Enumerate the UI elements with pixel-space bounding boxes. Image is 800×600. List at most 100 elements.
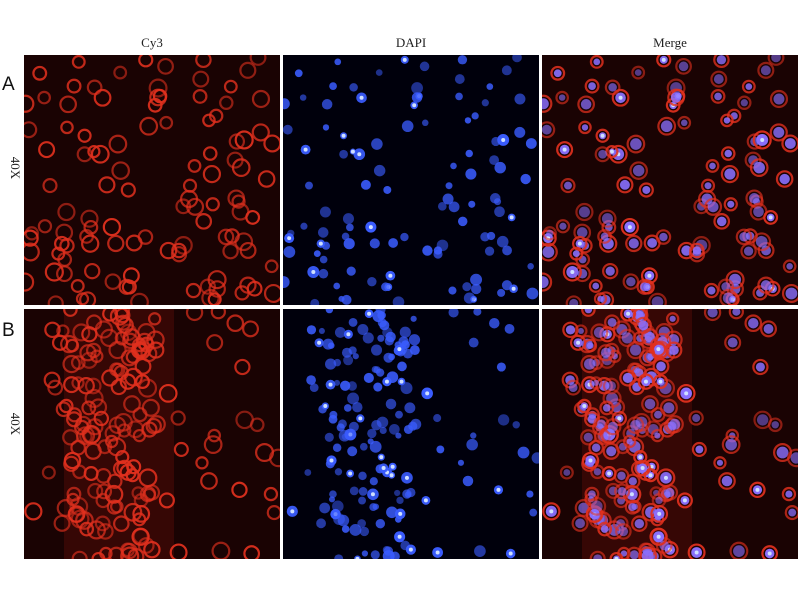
cell-cytoplasm — [268, 448, 280, 468]
bright-nucleus — [760, 137, 765, 142]
cell-nucleus — [753, 161, 765, 174]
cell-cytoplasm — [569, 246, 584, 261]
cell-cytoplasm — [703, 309, 722, 322]
cell-cytoplasm — [170, 410, 186, 426]
cell-cytoplasm — [97, 523, 114, 540]
cell-cytoplasm — [185, 309, 204, 322]
cell-nucleus — [369, 238, 380, 249]
cell-nucleus — [695, 445, 704, 454]
cell-nucleus — [360, 179, 371, 190]
cell-nucleus — [605, 266, 615, 276]
cell-cytoplasm — [599, 400, 615, 416]
bright-nucleus — [423, 498, 428, 503]
cell-nucleus — [329, 82, 337, 90]
cell-cytoplasm — [95, 493, 111, 509]
cell-cytoplasm — [728, 309, 744, 320]
cell-cytoplasm — [757, 276, 775, 294]
cell-nucleus — [496, 362, 506, 372]
cell-nucleus — [644, 398, 656, 410]
cell-nucleus — [626, 276, 636, 287]
cell-cytoplasm — [580, 354, 599, 374]
cell-cytoplasm — [242, 320, 260, 338]
cell-cytoplasm — [24, 242, 40, 262]
cell-nucleus — [321, 99, 333, 110]
cell-nucleus — [359, 526, 370, 537]
cell-nucleus — [760, 65, 771, 76]
cell-nucleus — [445, 182, 453, 190]
cell-cytoplasm — [182, 178, 198, 193]
cell-cytoplasm — [81, 234, 100, 253]
cell-cytoplasm — [580, 429, 597, 446]
cell-cytoplasm — [87, 144, 101, 159]
bright-nucleus — [388, 273, 393, 278]
cell-nucleus — [583, 432, 593, 442]
cell-nucleus — [352, 353, 359, 360]
cell-cytoplasm — [781, 134, 798, 153]
cell-cytoplasm — [560, 178, 576, 194]
cell-cytoplasm — [102, 309, 119, 322]
cell-cytoplasm — [620, 217, 639, 237]
cell-nucleus — [732, 309, 741, 316]
cell-cytoplasm — [234, 130, 254, 150]
cell-cytoplasm — [597, 521, 613, 537]
cell-nucleus — [542, 276, 549, 289]
cell-nucleus — [346, 266, 356, 276]
cell-cytoplasm — [688, 410, 704, 426]
cell-nucleus — [442, 193, 454, 205]
bright-nucleus — [355, 556, 360, 559]
cell-nucleus — [306, 325, 317, 335]
cell-cytoplasm — [130, 292, 149, 305]
cell-nucleus — [465, 149, 473, 158]
cell-nucleus — [785, 287, 798, 300]
cell-nucleus — [724, 168, 736, 180]
cell-cytoplasm — [147, 312, 162, 326]
cell-nucleus — [724, 149, 732, 158]
cell-nucleus — [462, 475, 474, 487]
cell-nucleus — [489, 155, 500, 166]
cell-nucleus — [584, 309, 593, 314]
cell-cytoplasm — [116, 459, 133, 477]
cell-cytoplasm — [713, 55, 730, 69]
cell-cytoplasm — [71, 376, 85, 390]
cell-nucleus — [651, 296, 664, 305]
cell-nucleus — [370, 550, 380, 559]
cell-nucleus — [525, 138, 537, 149]
bright-nucleus — [390, 464, 395, 469]
cell-cytoplasm — [59, 398, 74, 414]
cell-cytoplasm — [749, 481, 766, 499]
bright-nucleus — [576, 340, 581, 345]
cell-cytoplasm — [724, 334, 742, 352]
cell-nucleus — [607, 421, 618, 432]
cell-cytoplasm — [729, 541, 749, 559]
cell-nucleus — [760, 280, 772, 291]
cell-cytoplasm — [77, 128, 92, 143]
cell-nucleus — [654, 432, 661, 439]
cell-cytoplasm — [581, 309, 596, 317]
cell-nucleus — [406, 487, 416, 498]
cell-nucleus — [529, 508, 538, 517]
cell-nucleus — [576, 227, 588, 238]
cell-nucleus — [680, 119, 688, 127]
cell-cytoplasm — [752, 130, 772, 150]
cell-nucleus — [600, 232, 609, 241]
cell-cytoplasm — [598, 209, 617, 228]
cell-nucleus — [410, 315, 417, 322]
cell-nucleus — [468, 200, 476, 208]
micrograph-b-merge — [542, 309, 798, 559]
cell-nucleus — [306, 375, 316, 385]
cell-nucleus — [692, 414, 701, 423]
cell-cytoplasm — [589, 55, 604, 69]
cell-cytoplasm — [41, 465, 56, 480]
cell-cytoplasm — [667, 88, 685, 107]
bright-nucleus — [694, 550, 699, 555]
cell-nucleus — [294, 69, 303, 78]
cell-cytoplasm — [219, 95, 234, 110]
cell-cytoplasm — [24, 121, 38, 139]
cell-cytoplasm — [207, 292, 222, 305]
cell-nucleus — [400, 540, 411, 551]
cell-cytoplasm — [71, 550, 88, 559]
cell-nucleus — [654, 410, 662, 419]
cell-nucleus — [409, 345, 420, 356]
cell-cytoplasm — [120, 182, 136, 198]
cell-cytoplasm — [753, 410, 772, 430]
